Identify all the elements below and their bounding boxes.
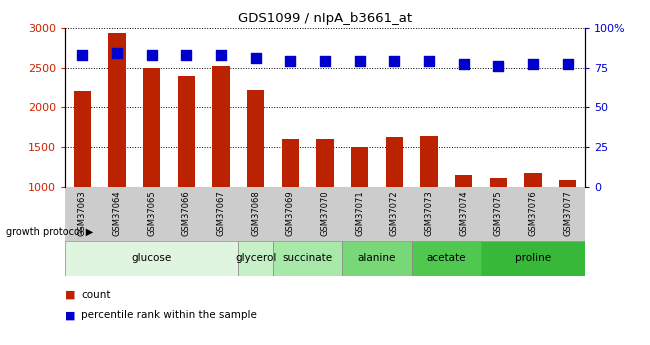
Point <box>77 52 88 58</box>
Point <box>285 58 296 64</box>
Bar <box>109 33 125 187</box>
Bar <box>385 137 403 187</box>
Text: GSM37066: GSM37066 <box>182 190 191 236</box>
Point <box>320 58 330 64</box>
Point <box>354 58 365 64</box>
Text: glucose: glucose <box>131 253 172 263</box>
Bar <box>411 240 481 276</box>
Text: acetate: acetate <box>426 253 466 263</box>
Text: alanine: alanine <box>358 253 396 263</box>
Point <box>493 63 504 69</box>
Bar <box>317 139 333 187</box>
Bar <box>73 91 91 187</box>
Point <box>181 52 192 58</box>
Bar <box>481 240 585 276</box>
Text: GSM37076: GSM37076 <box>528 190 538 236</box>
Bar <box>421 136 437 187</box>
Point <box>250 55 261 61</box>
Text: GSM37064: GSM37064 <box>112 190 122 236</box>
Bar <box>213 66 229 187</box>
Point <box>424 58 434 64</box>
Point <box>528 61 538 67</box>
Bar <box>343 240 411 276</box>
Text: ■: ■ <box>65 310 75 321</box>
Text: GSM37068: GSM37068 <box>251 190 260 236</box>
Text: GSM37077: GSM37077 <box>563 190 572 236</box>
Point <box>458 61 469 67</box>
Bar <box>489 178 507 187</box>
Bar <box>239 240 273 276</box>
Title: GDS1099 / nIpA_b3661_at: GDS1099 / nIpA_b3661_at <box>238 12 412 25</box>
Point <box>562 61 573 67</box>
Text: succinate: succinate <box>283 253 333 263</box>
Text: GSM37070: GSM37070 <box>320 190 330 236</box>
Text: GSM37072: GSM37072 <box>390 190 399 236</box>
Bar <box>455 175 473 187</box>
Text: glycerol: glycerol <box>235 253 276 263</box>
Bar <box>281 139 299 187</box>
Bar <box>273 240 343 276</box>
Text: GSM37069: GSM37069 <box>286 190 295 236</box>
Text: growth protocol ▶: growth protocol ▶ <box>6 227 94 237</box>
Text: count: count <box>81 290 110 300</box>
Bar <box>247 90 265 187</box>
Text: GSM37063: GSM37063 <box>78 190 87 236</box>
Text: percentile rank within the sample: percentile rank within the sample <box>81 310 257 321</box>
Point <box>216 52 226 58</box>
Bar <box>177 76 195 187</box>
Text: GSM37071: GSM37071 <box>355 190 364 236</box>
Text: GSM37075: GSM37075 <box>494 190 503 236</box>
Text: GSM37073: GSM37073 <box>424 190 434 236</box>
Text: proline: proline <box>515 253 551 263</box>
Text: GSM37065: GSM37065 <box>147 190 156 236</box>
Bar <box>525 173 541 187</box>
Bar <box>143 68 161 187</box>
Text: GSM37067: GSM37067 <box>216 190 226 236</box>
Point <box>389 58 400 64</box>
Text: GSM37074: GSM37074 <box>459 190 468 236</box>
Point <box>146 52 157 58</box>
Text: ■: ■ <box>65 290 75 300</box>
Point <box>112 50 122 56</box>
Bar <box>559 180 577 187</box>
Bar <box>351 147 369 187</box>
Bar <box>65 240 239 276</box>
